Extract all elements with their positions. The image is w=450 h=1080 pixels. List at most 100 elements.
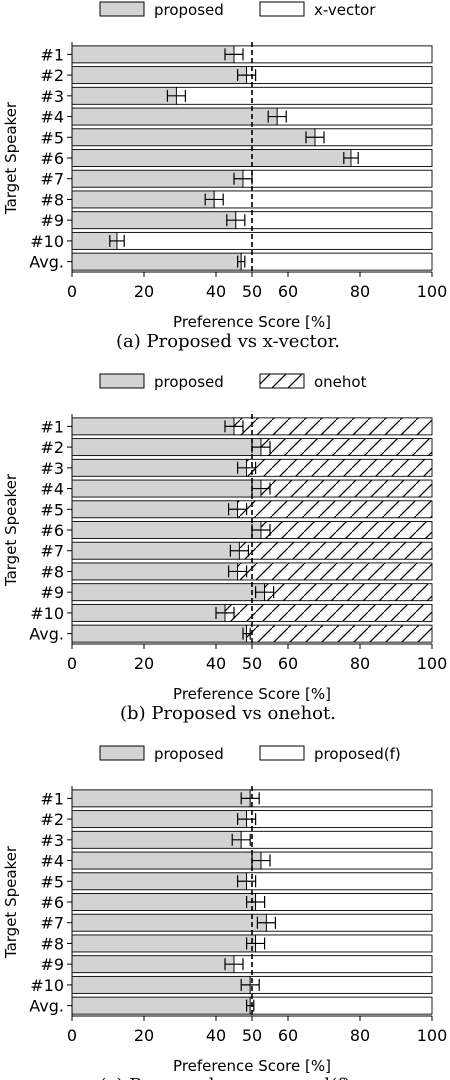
legend-label-1: proposed [154,745,224,763]
x-tick-label-1: 0 [67,654,77,673]
legend-swatch-2 [259,373,305,389]
x-tick-label-4: 50 [242,1026,262,1045]
y-tick-label-4: #4 [40,108,64,127]
bar-2-7 [265,913,433,932]
y-tick-label-2: #2 [40,438,64,457]
x-tick-label-4: 50 [242,654,262,673]
bar-2-5 [237,500,433,519]
y-axis-label: Target Speaker [2,845,20,959]
bar-1-11 [71,996,251,1015]
bar-1-5 [71,500,239,519]
y-tick-label-10: #10 [30,232,64,251]
bar-1-7 [71,169,244,188]
y-tick-label-6: #6 [40,521,64,540]
bar-2-11 [240,252,433,271]
y-tick-label-10: #10 [30,604,64,623]
chart-caption: (a) Proposed vs x-vector. [116,331,340,352]
y-tick-label-11: Avg. [29,253,64,272]
chart-panel-2: proposed onehot #1 #2 #3 #4#5 #6 #7#8 #9 #10 Avg.0… [2,373,447,724]
y-tick-label-4: #4 [40,852,64,871]
x-tick-label-3: 40 [206,654,226,673]
bar-2-9 [264,583,433,602]
x-tick-label-2: 20 [134,1026,154,1045]
chart-panel-1: proposed x-vector #1 #2 #3 #4#5 #6 #7#8 #9 #10 Avg… [2,1,447,352]
bar-2-6 [350,149,433,167]
bar-1-3 [71,86,177,105]
y-tick-label-7: #7 [40,170,64,189]
y-tick-label-8: #8 [40,562,64,581]
bar-2-3 [175,86,433,105]
bar-2-5 [314,128,433,147]
x-tick-label-6: 80 [350,654,370,673]
bar-2-8 [237,562,433,581]
bar-1-4 [71,107,278,126]
bar-1-2 [71,810,248,829]
legend-label-2: proposed(f) [314,745,401,763]
bar-2-2 [246,66,433,85]
y-tick-label-6: #6 [40,893,64,912]
x-tick-label-5: 60 [278,282,298,301]
bar-2-10 [116,231,433,250]
x-tick-label-7: 100 [417,282,448,301]
bar-2-1 [233,45,433,64]
bar-1-5 [71,128,316,147]
bar-2-10 [224,603,433,622]
bar-2-4 [276,107,433,126]
chart-caption: (c) Proposed vs proposed(f). [99,1075,356,1080]
bar-2-7 [242,169,433,188]
x-tick-label-1: 0 [67,282,77,301]
legend-swatch-2 [259,745,305,761]
legend-label-2: x-vector [314,1,376,19]
bar-1-9 [71,955,235,974]
bar-2-6 [255,893,433,911]
bar-2-5 [246,872,433,891]
x-tick-label-6: 80 [350,282,370,301]
chart-panel-3: proposed proposed(f) #1 #2 #3 #4#5 #6 #7#8 #9 #10… [2,745,447,1080]
bar-1-5 [71,872,248,891]
bar-2-9 [233,955,433,974]
bar-2-11 [249,996,433,1015]
bar-2-11 [246,624,433,643]
y-axis-label: Target Speaker [2,101,20,215]
x-tick-label-5: 60 [278,1026,298,1045]
bar-1-6 [71,149,352,167]
y-tick-label-2: #2 [40,810,64,829]
chart-caption: (b) Proposed vs onehot. [120,703,336,724]
y-tick-label-6: #6 [40,149,64,168]
x-tick-label-3: 40 [206,282,226,301]
x-tick-label-1: 0 [67,1026,77,1045]
bar-2-6 [260,521,433,539]
bar-2-8 [255,934,433,953]
bar-1-8 [71,562,239,581]
y-tick-label-7: #7 [40,914,64,933]
x-axis-label: Preference Score [%] [173,1057,331,1075]
y-tick-label-7: #7 [40,542,64,561]
bar-1-4 [71,851,262,870]
bar-1-7 [71,913,267,932]
bar-2-3 [240,830,433,849]
x-tick-label-5: 60 [278,654,298,673]
x-tick-label-7: 100 [417,1026,448,1045]
y-tick-label-9: #9 [40,211,64,230]
y-tick-label-8: #8 [40,934,64,953]
x-tick-label-4: 50 [242,282,262,301]
y-tick-label-2: #2 [40,66,64,85]
y-tick-label-5: #5 [40,128,64,147]
bar-1-2 [71,66,248,85]
bar-1-10 [71,975,251,994]
x-axis-label: Preference Score [%] [173,313,331,331]
y-tick-label-8: #8 [40,190,64,209]
y-tick-label-4: #4 [40,480,64,499]
y-tick-label-11: Avg. [29,625,64,644]
y-tick-label-5: #5 [40,500,64,519]
y-tick-label-1: #1 [40,417,64,436]
legend-swatch-2 [259,1,305,17]
bar-2-4 [260,851,433,870]
legend-label-1: proposed [154,373,224,391]
legend-label-2: onehot [314,373,367,391]
bar-1-9 [71,583,266,602]
bar-1-7 [71,541,240,560]
bar-2-9 [235,211,433,230]
bar-1-1 [71,417,235,436]
bar-2-1 [249,789,433,808]
